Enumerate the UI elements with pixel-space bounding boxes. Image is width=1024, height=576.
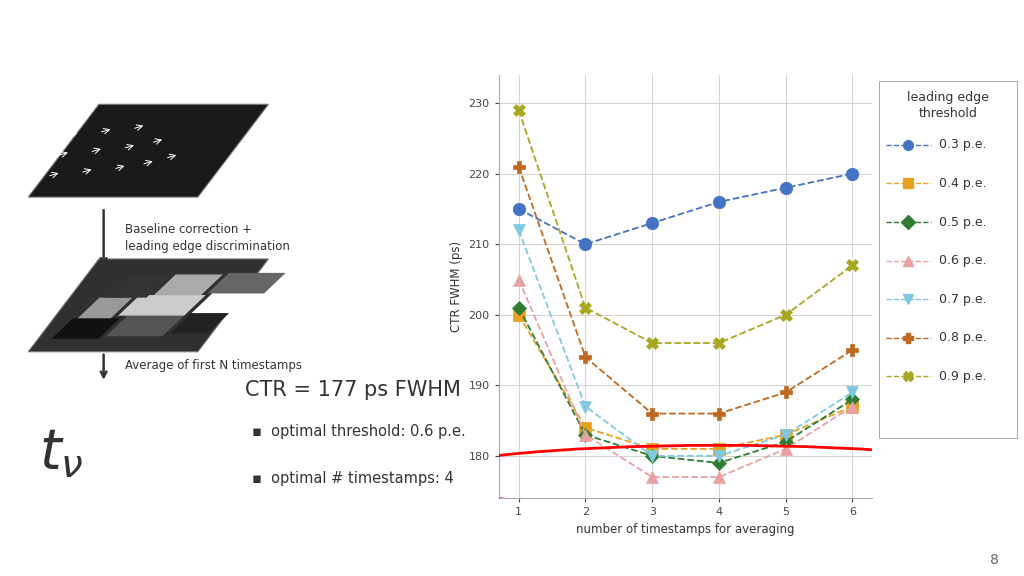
Polygon shape bbox=[170, 313, 229, 334]
Text: Average of first N timestamps: Average of first N timestamps bbox=[125, 359, 302, 372]
Polygon shape bbox=[105, 316, 184, 336]
Text: 0.7 p.e.: 0.7 p.e. bbox=[939, 293, 987, 306]
Polygon shape bbox=[78, 298, 132, 318]
Text: Method 2: timestamp averaging: Method 2: timestamp averaging bbox=[323, 18, 701, 42]
Polygon shape bbox=[51, 318, 120, 339]
Text: 0.3 p.e.: 0.3 p.e. bbox=[939, 138, 987, 151]
Polygon shape bbox=[191, 293, 260, 313]
FancyBboxPatch shape bbox=[879, 81, 1017, 438]
Polygon shape bbox=[104, 277, 168, 298]
Text: 0.8 p.e.: 0.8 p.e. bbox=[939, 331, 987, 344]
Text: 0.4 p.e.: 0.4 p.e. bbox=[939, 177, 987, 190]
Text: $t_\nu$: $t_\nu$ bbox=[39, 425, 84, 480]
Text: 0.9 p.e.: 0.9 p.e. bbox=[939, 370, 987, 383]
Text: leading edge
threshold: leading edge threshold bbox=[907, 92, 988, 120]
Polygon shape bbox=[29, 259, 268, 352]
Polygon shape bbox=[118, 295, 206, 316]
Text: 0.6 p.e.: 0.6 p.e. bbox=[939, 254, 987, 267]
Text: ▪  optimal threshold: 0.6 p.e.: ▪ optimal threshold: 0.6 p.e. bbox=[252, 424, 466, 439]
Polygon shape bbox=[208, 273, 286, 294]
Polygon shape bbox=[154, 274, 223, 295]
Text: 8: 8 bbox=[989, 554, 998, 567]
Text: CTR = 177 ps FWHM: CTR = 177 ps FWHM bbox=[245, 380, 461, 400]
Polygon shape bbox=[29, 104, 268, 197]
X-axis label: number of timestamps for averaging: number of timestamps for averaging bbox=[577, 523, 795, 536]
Text: ▪  optimal # timestamps: 4: ▪ optimal # timestamps: 4 bbox=[252, 471, 454, 486]
Text: 0.5 p.e.: 0.5 p.e. bbox=[939, 215, 987, 229]
Y-axis label: CTR FWHM (ps): CTR FWHM (ps) bbox=[450, 241, 463, 332]
Text: Baseline correction +
leading edge discrimination: Baseline correction + leading edge discr… bbox=[125, 223, 290, 253]
